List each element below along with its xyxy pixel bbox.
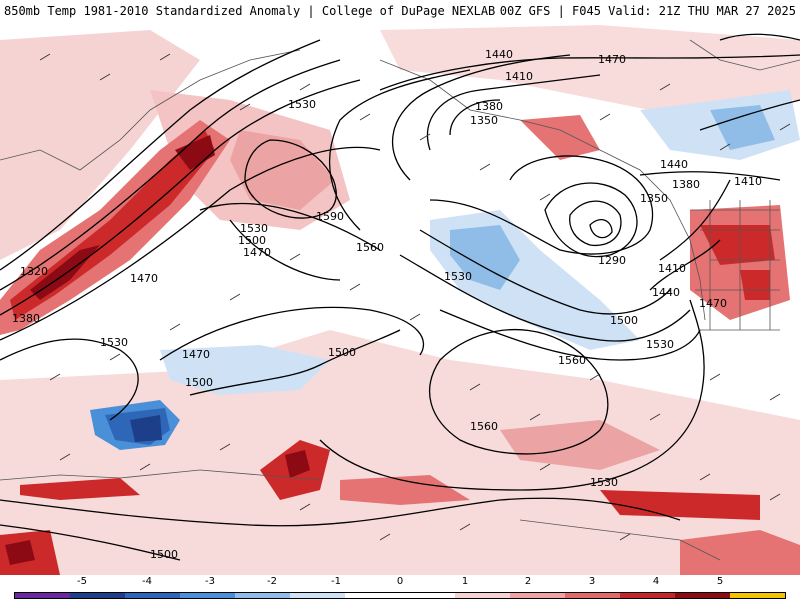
colorbar-strip	[14, 592, 786, 599]
contour-label: 1530	[646, 338, 674, 351]
colorbar-segment	[565, 593, 620, 598]
contour-label: 1470	[182, 348, 210, 361]
colorbar-tick: 2	[524, 576, 532, 587]
contour-label: 1440	[485, 48, 513, 61]
contour-label: 1500	[150, 548, 178, 561]
weather-map[interactable]: 1440 1470 1410 1380 1350 1530 1590 1560 …	[0, 22, 800, 575]
contour-label: 1530	[288, 98, 316, 111]
contour-label: 1380	[672, 178, 700, 191]
colorbar-tick: -4	[142, 576, 152, 587]
header-bar: 850mb Temp 1981-2010 Standardized Anomal…	[0, 0, 800, 23]
colorbar-tick: -5	[77, 576, 87, 587]
contour-label: 1560	[356, 241, 384, 254]
colorbar-tick: 4	[652, 576, 660, 587]
colorbar-tick: 3	[588, 576, 596, 587]
contour-label: 1470	[699, 297, 727, 310]
contour-label: 1500	[185, 376, 213, 389]
colorbar-segment	[620, 593, 675, 598]
colorbar-segment	[510, 593, 565, 598]
coastlines	[0, 39, 800, 561]
colorbar-tick: 5	[716, 576, 724, 587]
anomaly-shading	[0, 22, 800, 575]
model-run-info: 00Z GFS | F045 Valid: 21Z THU MAR 27 202…	[499, 4, 796, 18]
colorbar-segment	[235, 593, 290, 598]
colorbar-segment	[730, 593, 785, 598]
contour-label: 1560	[558, 354, 586, 367]
colorbar-segment	[125, 593, 180, 598]
map-title: 850mb Temp 1981-2010 Standardized Anomal…	[4, 4, 496, 18]
contour-label: 1350	[470, 114, 498, 127]
contour-label: 1530	[590, 476, 618, 489]
contour-label: 1590	[316, 210, 344, 223]
contour-label: 1470	[243, 246, 271, 259]
contour-label: 1290	[598, 254, 626, 267]
height-contours	[0, 33, 800, 561]
colorbar-tick: 1	[461, 576, 469, 587]
colorbar-tick: 0	[396, 576, 404, 587]
contour-label: 1470	[130, 272, 158, 285]
contour-label: 1350	[640, 192, 668, 205]
colorbar-segment	[675, 593, 730, 598]
colorbar-tick: -1	[331, 576, 341, 587]
contour-label: 1440	[660, 158, 688, 171]
contour-label: 1500	[328, 346, 356, 359]
colorbar-segment	[70, 593, 125, 598]
contour-label: 1530	[100, 336, 128, 349]
colorbar-segment	[180, 593, 235, 598]
contour-label: 1320	[20, 265, 48, 278]
contour-label: 1440	[652, 286, 680, 299]
contour-label: 1530	[444, 270, 472, 283]
contour-labels: 1440 1470 1410 1380 1350 1530 1590 1560 …	[12, 48, 762, 561]
contour-label: 1500	[238, 234, 266, 247]
contour-label: 1380	[12, 312, 40, 325]
contour-label: 1530	[240, 222, 268, 235]
contour-label: 1560	[470, 420, 498, 433]
colorbar-segment	[455, 593, 510, 598]
contour-label: 1470	[598, 53, 626, 66]
anomaly-colorbar: -5 -4 -3 -2 -1 0 1 2 3 4 5	[0, 575, 800, 600]
colorbar-tick: -2	[267, 576, 277, 587]
colorbar-segment	[400, 593, 455, 598]
contour-label: 1410	[658, 262, 686, 275]
colorbar-segment	[290, 593, 345, 598]
colorbar-segment	[15, 593, 70, 598]
contour-label: 1500	[610, 314, 638, 327]
colorbar-segment	[345, 593, 400, 598]
contour-label: 1410	[734, 175, 762, 188]
contour-label: 1380	[475, 100, 503, 113]
colorbar-tick: -3	[205, 576, 215, 587]
wind-barbs	[39, 53, 791, 541]
contour-label: 1410	[505, 70, 533, 83]
